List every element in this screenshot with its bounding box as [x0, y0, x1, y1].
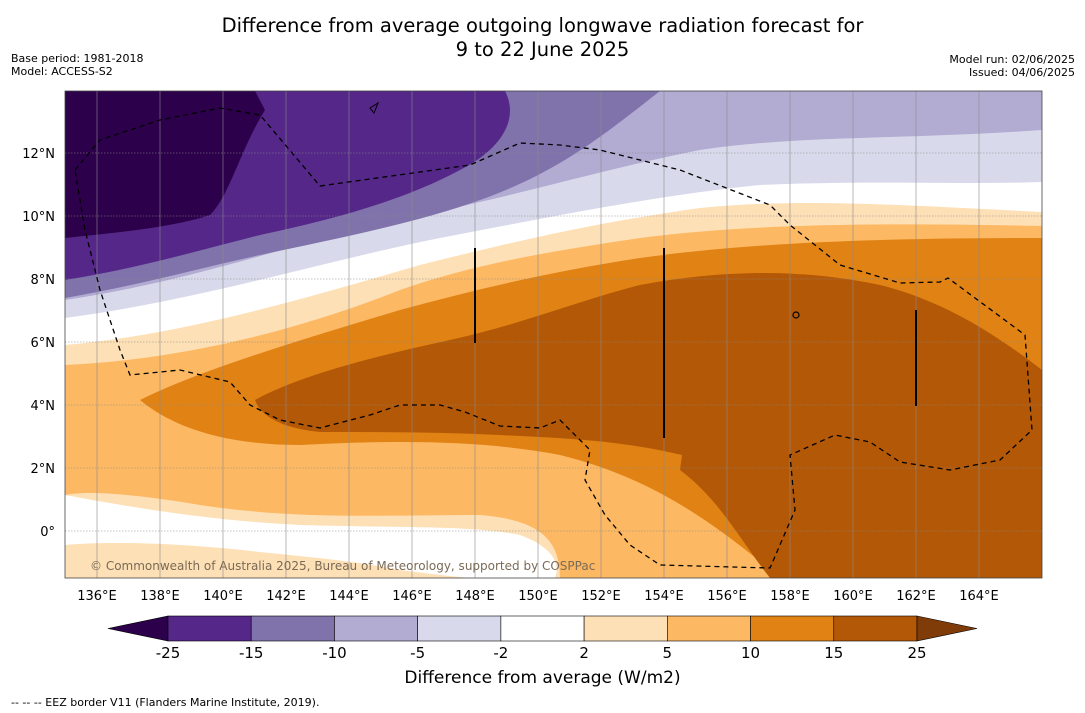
title-line-2: 9 to 22 June 2025	[455, 38, 630, 61]
colorbar-segment-5	[583, 615, 668, 642]
colorbar-label-1: -15	[239, 644, 264, 662]
anomaly-field	[65, 91, 1042, 578]
band-below-neg25	[65, 91, 265, 238]
lon-tick-8: 152°E	[581, 589, 621, 604]
colorbar-segment-2	[334, 615, 418, 642]
colorbar-segment-4	[500, 615, 585, 642]
colorbar-label-6: 5	[663, 644, 673, 662]
lon-tick-1: 138°E	[140, 589, 180, 604]
lon-tick-6: 148°E	[455, 589, 495, 604]
lat-tick-6n: 6°N	[31, 336, 56, 351]
copyright-credit: © Commonwealth of Australia 2025, Bureau…	[90, 559, 595, 573]
lon-tick-9: 154°E	[644, 589, 684, 604]
meta-left: Base period: 1981-2018 Model: ACCESS-S2	[11, 52, 143, 78]
lon-tick-7: 150°E	[518, 589, 558, 604]
colorbar-label-3: -5	[410, 644, 425, 662]
band-south-light	[65, 542, 470, 578]
colorbar-segment-1	[250, 615, 335, 642]
lon-tick-13: 162°E	[896, 589, 936, 604]
lat-tick-10n: 10°N	[22, 210, 55, 225]
footnote-eez: -- -- -- EEZ border V11 (Flanders Marine…	[11, 696, 320, 709]
colorbar-arrow-low	[107, 615, 169, 642]
colorbar-label-0: -25	[156, 644, 181, 662]
lat-tick-2n: 2°N	[31, 462, 56, 477]
lat-tick-0: 0°	[40, 525, 55, 540]
colorbar-label-8: 15	[824, 644, 843, 662]
base-period: Base period: 1981-2018	[11, 52, 144, 65]
lon-tick-3: 142°E	[266, 589, 306, 604]
lon-tick-14: 164°E	[959, 589, 999, 604]
island-ring	[792, 311, 800, 319]
colorbar-label-7: 10	[741, 644, 760, 662]
issued-date: Issued: 04/06/2025	[968, 66, 1075, 79]
lat-tick-4n: 4°N	[31, 399, 56, 414]
lon-tick-5: 146°E	[392, 589, 432, 604]
colorbar-title: Difference from average (W/m2)	[404, 668, 681, 688]
lat-tick-12n: 12°N	[22, 147, 55, 162]
colorbar-label-4: -2	[493, 644, 508, 662]
lon-tick-11: 158°E	[770, 589, 810, 604]
graticule	[65, 91, 1042, 578]
colorbar-arrow-high	[916, 615, 978, 642]
map-title: Difference from average outgoing longwav…	[0, 14, 1085, 62]
lon-tick-12: 160°E	[833, 589, 873, 604]
colorbar-label-9: 25	[907, 644, 926, 662]
model-run: Model run: 02/06/2025	[949, 53, 1075, 66]
lat-tick-8n: 8°N	[31, 273, 56, 288]
colorbar-segment-3	[417, 615, 502, 642]
lon-tick-2: 140°E	[203, 589, 243, 604]
lon-tick-0: 136°E	[77, 589, 117, 604]
colorbar: -25 -15 -10 -5 -2 2 5 10 15 25	[107, 615, 978, 662]
lon-tick-4: 144°E	[329, 589, 369, 604]
lon-axis: 136°E 138°E 140°E 142°E 144°E 146°E 148°E 150°E…	[77, 589, 999, 604]
colorbar-label-5: 2	[579, 644, 589, 662]
band-15-25	[255, 272, 1042, 578]
colorbar-segment-7	[750, 615, 835, 642]
map-frame	[64, 90, 1043, 579]
title-line-1: Difference from average outgoing longwav…	[221, 14, 864, 37]
colorbar-segment-6	[667, 615, 751, 642]
colorbar-label-2: -10	[322, 644, 347, 662]
lon-tick-10: 156°E	[707, 589, 747, 604]
meta-right: Model run: 02/06/2025 Issued: 04/06/2025	[949, 53, 1075, 79]
lat-axis: 12°N 10°N 8°N 6°N 4°N 2°N 0°	[22, 147, 55, 540]
colorbar-segment-0	[167, 615, 252, 642]
model-name: Model: ACCESS-S2	[11, 65, 113, 78]
eez-border	[74, 107, 1033, 569]
colorbar-segment-8	[833, 615, 918, 642]
island-north	[369, 101, 380, 114]
islands	[369, 101, 917, 438]
